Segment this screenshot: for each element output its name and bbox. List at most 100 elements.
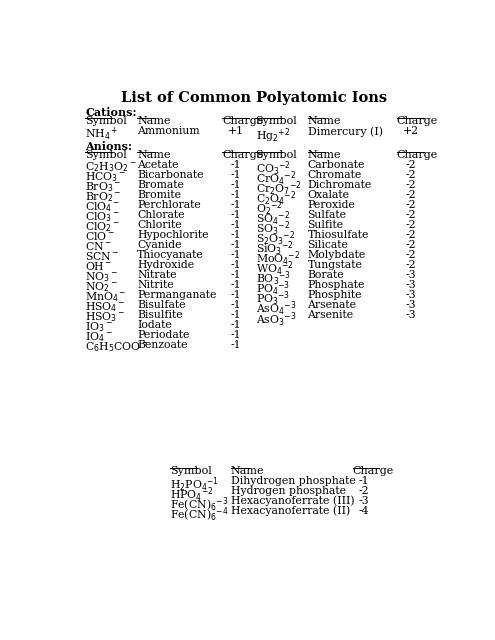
Text: WO$_4$$^{-2}$: WO$_4$$^{-2}$ [255, 260, 294, 278]
Text: -2: -2 [405, 180, 416, 190]
Text: -2: -2 [405, 170, 416, 180]
Text: CrO$_4$$^{-2}$: CrO$_4$$^{-2}$ [255, 170, 296, 188]
Text: Bromite: Bromite [137, 190, 181, 200]
Text: Anions:: Anions: [85, 141, 132, 152]
Text: Charge: Charge [222, 116, 263, 126]
Text: Fe(CN)$_6$$^{-4}$: Fe(CN)$_6$$^{-4}$ [170, 506, 229, 524]
Text: Arsenate: Arsenate [307, 300, 356, 310]
Text: C$_2$H$_3$O$_2$$^-$: C$_2$H$_3$O$_2$$^-$ [85, 160, 137, 173]
Text: -2: -2 [405, 200, 416, 210]
Text: -1: -1 [231, 330, 242, 340]
Text: Bromate: Bromate [137, 180, 184, 190]
Text: Symbol: Symbol [255, 150, 297, 160]
Text: Hypochlorite: Hypochlorite [137, 230, 208, 240]
Text: ClO$_2$$^-$: ClO$_2$$^-$ [85, 220, 120, 234]
Text: -2: -2 [405, 210, 416, 220]
Text: Oxalate: Oxalate [307, 190, 349, 200]
Text: -2: -2 [405, 260, 416, 270]
Text: AsO$_3$$^{-3}$: AsO$_3$$^{-3}$ [255, 310, 296, 328]
Text: Tungstate: Tungstate [307, 260, 362, 270]
Text: -1: -1 [231, 180, 242, 190]
Text: MoO$_4$$^{-2}$: MoO$_4$$^{-2}$ [255, 250, 300, 268]
Text: -1: -1 [231, 250, 242, 260]
Text: Cations:: Cations: [85, 107, 137, 118]
Text: HSO$_3$$^-$: HSO$_3$$^-$ [85, 310, 125, 324]
Text: -1: -1 [231, 170, 242, 180]
Text: Benzoate: Benzoate [137, 340, 188, 350]
Text: -4: -4 [359, 506, 369, 516]
Text: H$_2$PO$_4$$^{-1}$: H$_2$PO$_4$$^{-1}$ [170, 476, 219, 494]
Text: -1: -1 [231, 260, 242, 270]
Text: Dichromate: Dichromate [307, 180, 372, 190]
Text: BrO$_2$$^-$: BrO$_2$$^-$ [85, 190, 122, 204]
Text: Charge: Charge [396, 150, 438, 160]
Text: O$_2$$^{-2}$: O$_2$$^{-2}$ [255, 200, 282, 218]
Text: Fe(CN)$_6$$^{-3}$: Fe(CN)$_6$$^{-3}$ [170, 495, 229, 514]
Text: Sulfate: Sulfate [307, 210, 346, 220]
Text: HSO$_4$$^-$: HSO$_4$$^-$ [85, 300, 125, 314]
Text: SO$_4$$^{-2}$: SO$_4$$^{-2}$ [255, 210, 290, 228]
Text: List of Common Polyatomic Ions: List of Common Polyatomic Ions [121, 91, 387, 105]
Text: -2: -2 [405, 240, 416, 250]
Text: CN$^-$: CN$^-$ [85, 240, 112, 252]
Text: Charge: Charge [396, 116, 438, 126]
Text: C$_6$H$_5$COO$^-$: C$_6$H$_5$COO$^-$ [85, 340, 149, 354]
Text: Name: Name [137, 116, 171, 126]
Text: ClO$^-$: ClO$^-$ [85, 230, 115, 242]
Text: -1: -1 [231, 280, 242, 290]
Text: -3: -3 [405, 270, 416, 280]
Text: Cr$_2$O$_7$$^{-2}$: Cr$_2$O$_7$$^{-2}$ [255, 180, 301, 198]
Text: IO$_4$$^-$: IO$_4$$^-$ [85, 330, 113, 344]
Text: Bisulfate: Bisulfate [137, 300, 186, 310]
Text: -1: -1 [231, 310, 242, 320]
Text: -1: -1 [231, 230, 242, 240]
Text: PO$_4$$^{-3}$: PO$_4$$^{-3}$ [255, 280, 290, 298]
Text: Sulfite: Sulfite [307, 220, 344, 230]
Text: Hydrogen phosphate: Hydrogen phosphate [231, 486, 346, 495]
Text: Dimercury (I): Dimercury (I) [307, 126, 383, 137]
Text: -2: -2 [405, 220, 416, 230]
Text: Peroxide: Peroxide [307, 200, 355, 210]
Text: Bisulfite: Bisulfite [137, 310, 183, 320]
Text: Perchlorate: Perchlorate [137, 200, 201, 210]
Text: Carbonate: Carbonate [307, 160, 365, 170]
Text: Ammonium: Ammonium [137, 126, 199, 136]
Text: SO$_3$$^{-2}$: SO$_3$$^{-2}$ [255, 220, 290, 239]
Text: BO$_3$$^{-3}$: BO$_3$$^{-3}$ [255, 270, 291, 289]
Text: Phosphite: Phosphite [307, 290, 362, 300]
Text: +2: +2 [402, 126, 419, 136]
Text: Charge: Charge [352, 466, 394, 476]
Text: MnO$_4$$^-$: MnO$_4$$^-$ [85, 290, 127, 304]
Text: Chromate: Chromate [307, 170, 362, 180]
Text: Chlorite: Chlorite [137, 220, 182, 230]
Text: AsO$_4$$^{-3}$: AsO$_4$$^{-3}$ [255, 300, 296, 319]
Text: Name: Name [137, 150, 171, 160]
Text: Name: Name [307, 150, 341, 160]
Text: ClO$_3$$^-$: ClO$_3$$^-$ [85, 210, 120, 224]
Text: Bicarbonate: Bicarbonate [137, 170, 203, 180]
Text: BrO$_3$$^-$: BrO$_3$$^-$ [85, 180, 122, 194]
Text: -1: -1 [231, 320, 242, 330]
Text: -3: -3 [405, 300, 416, 310]
Text: Silicate: Silicate [307, 240, 348, 250]
Text: -1: -1 [231, 190, 242, 200]
Text: -3: -3 [405, 310, 416, 320]
Text: Thiocyanate: Thiocyanate [137, 250, 204, 260]
Text: Name: Name [307, 116, 341, 126]
Text: SiO$_3$$^{-2}$: SiO$_3$$^{-2}$ [255, 240, 293, 259]
Text: Nitrate: Nitrate [137, 270, 177, 280]
Text: NH$_4$$^+$: NH$_4$$^+$ [85, 126, 118, 143]
Text: -2: -2 [405, 190, 416, 200]
Text: Molybdate: Molybdate [307, 250, 366, 260]
Text: Hg$_2$$^{+2}$: Hg$_2$$^{+2}$ [255, 126, 290, 145]
Text: HCO$_3$$^-$: HCO$_3$$^-$ [85, 170, 126, 184]
Text: Symbol: Symbol [170, 466, 212, 476]
Text: Charge: Charge [222, 150, 263, 160]
Text: C$_2$O$_4$$^{-2}$: C$_2$O$_4$$^{-2}$ [255, 190, 296, 209]
Text: Permanganate: Permanganate [137, 290, 216, 300]
Text: Hexacyanoferrate (III): Hexacyanoferrate (III) [231, 495, 354, 506]
Text: Symbol: Symbol [255, 116, 297, 126]
Text: Acetate: Acetate [137, 160, 179, 170]
Text: IO$_3$$^-$: IO$_3$$^-$ [85, 320, 113, 334]
Text: -1: -1 [231, 290, 242, 300]
